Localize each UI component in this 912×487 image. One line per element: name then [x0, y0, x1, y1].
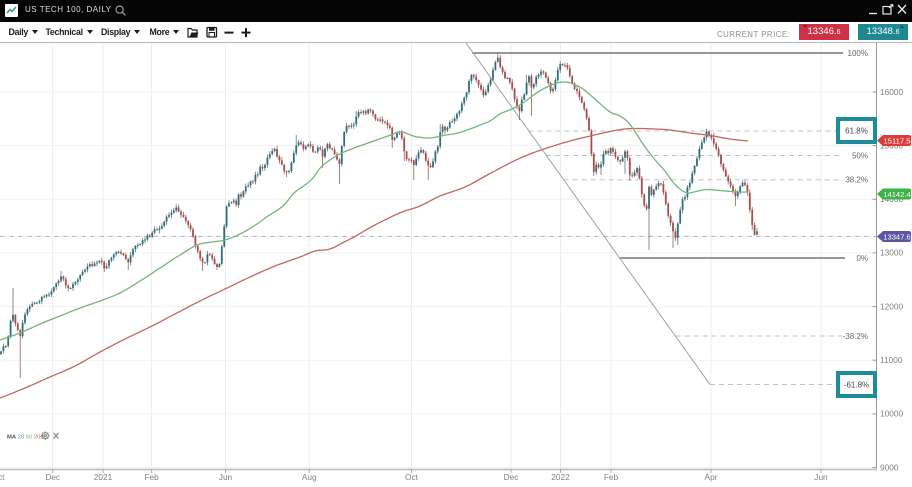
svg-text:2021: 2021: [94, 472, 113, 482]
svg-text:11000: 11000: [880, 355, 903, 365]
svg-text:Dec: Dec: [504, 472, 519, 482]
svg-text:MA 20 50 200: MA 20 50 200: [7, 434, 44, 440]
svg-text:Aug: Aug: [302, 472, 317, 482]
svg-text:14142.4: 14142.4: [883, 190, 910, 199]
svg-text:12000: 12000: [880, 301, 903, 311]
svg-text:Jun: Jun: [814, 472, 828, 482]
svg-text:Oct: Oct: [405, 472, 419, 482]
svg-text:-61.8%: -61.8%: [844, 381, 869, 390]
svg-text:Feb: Feb: [144, 472, 159, 482]
svg-text:-38.2%: -38.2%: [843, 332, 868, 341]
svg-text:10000: 10000: [880, 409, 903, 419]
svg-text:Jun: Jun: [219, 472, 233, 482]
svg-text:38.2%: 38.2%: [845, 176, 868, 185]
svg-text:Oct: Oct: [0, 472, 5, 482]
svg-text:13347.6: 13347.6: [883, 232, 910, 241]
svg-text:Feb: Feb: [604, 472, 619, 482]
svg-text:9000: 9000: [880, 462, 899, 472]
svg-text:61.8%: 61.8%: [845, 127, 868, 136]
svg-text:2022: 2022: [551, 472, 570, 482]
svg-text:Apr: Apr: [705, 472, 718, 482]
svg-text:100%: 100%: [848, 49, 868, 58]
svg-text:13000: 13000: [880, 248, 903, 258]
svg-text:0%: 0%: [856, 254, 868, 263]
svg-text:Dec: Dec: [45, 472, 60, 482]
svg-text:15117.5: 15117.5: [884, 136, 911, 145]
svg-text:50%: 50%: [852, 151, 868, 160]
svg-text:16000: 16000: [880, 87, 903, 97]
